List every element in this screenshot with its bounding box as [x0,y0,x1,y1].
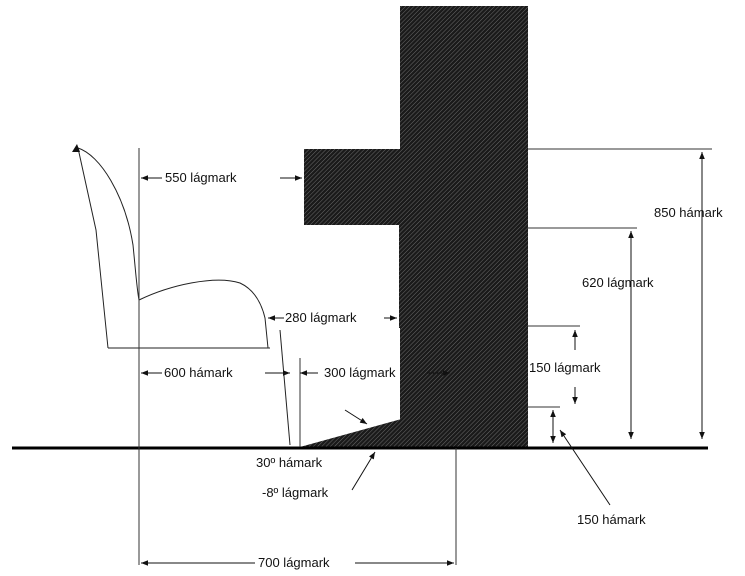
lower-column [456,326,528,447]
label-700: 700 lágmark [258,555,330,570]
chair-outline [77,147,291,446]
footrest-wedge [300,404,456,447]
reference-lines [138,148,712,565]
label-850: 850 hámark [654,205,723,220]
label-620: 620 lágmark [582,275,654,290]
dimension-labels: 550 lágmark 850 hámark 620 lágmark 280 l… [164,170,723,570]
label-600: 600 hámark [164,365,233,380]
leader-30-angle [344,409,368,425]
label-30-angle: 30º hámark [256,455,323,470]
seat-block [399,225,405,328]
dimension-arrows [141,152,705,566]
label-8-angle: -8º lágmark [262,485,329,500]
chair-top-arrow-icon [72,144,80,152]
label-150-upper: 150 lágmark [529,360,601,375]
workstation-body [300,6,528,447]
leader-8-angle [351,451,376,491]
label-300: 300 lágmark [324,365,396,380]
label-150-lower: 150 hámark [577,512,646,527]
top-shelf [304,149,402,225]
leader-150-hamark [559,429,611,506]
label-550: 550 lágmark [165,170,237,185]
label-280: 280 lágmark [285,310,357,325]
